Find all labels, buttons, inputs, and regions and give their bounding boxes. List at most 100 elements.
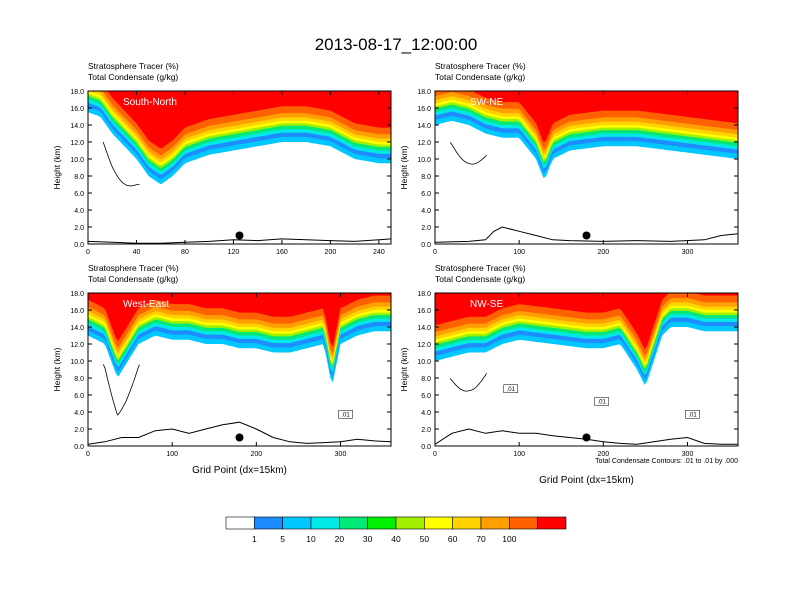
y-tick-label: 10.0	[417, 157, 431, 164]
tracer-fill	[435, 91, 738, 243]
x-tick-label: 0	[433, 451, 437, 458]
condensate-contour	[102, 141, 140, 187]
station-marker	[582, 433, 591, 442]
y-tick-label: 0.0	[74, 242, 84, 249]
station-marker	[582, 231, 591, 240]
colorbar-swatch	[254, 516, 283, 530]
x-tick-label: 300	[682, 451, 694, 458]
colorbar-label: 100	[502, 534, 516, 544]
y-tick-label: 4.0	[421, 410, 431, 417]
colorbar-label: 5	[280, 534, 285, 544]
colorbar: 1 5 10 20 30 40 50 60 70 100	[225, 516, 567, 544]
y-tick-label: 0.0	[421, 242, 431, 249]
y-tick-label: 12.0	[70, 342, 84, 349]
y-tick-label: 4.0	[74, 410, 84, 417]
contour-label: .01	[341, 412, 350, 418]
y-tick-label: 10.0	[70, 157, 84, 164]
plot-frame	[87, 90, 392, 245]
y-tick-label: 14.0	[417, 123, 431, 130]
x-tick-label: 80	[181, 249, 189, 256]
contour-label-box	[503, 384, 518, 393]
terrain-line	[88, 238, 391, 244]
terrain-line	[88, 421, 391, 445]
condensate-contour	[449, 373, 487, 392]
y-tick-label: 0.0	[421, 444, 431, 451]
y-tick-label: 2.0	[74, 225, 84, 232]
colorbar-label: 1	[252, 534, 257, 544]
panel-south-north: South-North Stratosphere Tracer (%)Total …	[52, 61, 392, 256]
station-marker	[235, 433, 244, 442]
y-tick-label: 10.0	[70, 359, 84, 366]
x-tick-label: 100	[166, 451, 178, 458]
y-tick-label: 18.0	[417, 89, 431, 96]
x-tick-label: 240	[373, 249, 385, 256]
tracer-band-level-9	[88, 91, 391, 149]
x-axis-label: Grid Point (dx=15km)	[539, 475, 634, 486]
y-tick-label: 8.0	[421, 174, 431, 181]
panel-sw-ne: SW-NE Stratosphere Tracer (%)Total Conden…	[399, 61, 739, 256]
y-tick-label: 2.0	[421, 427, 431, 434]
colorbar-swatch	[282, 516, 312, 530]
y-tick-label: 8.0	[74, 174, 84, 181]
y-tick-label: 12.0	[417, 342, 431, 349]
colorbar-swatch	[537, 516, 567, 530]
y-tick-label: 6.0	[74, 191, 84, 198]
colorbar-label: 10	[306, 534, 316, 544]
y-tick-label: 2.0	[74, 427, 84, 434]
y-tick-label: 12.0	[70, 140, 84, 147]
tracer-band-level-9	[435, 91, 738, 143]
panel-label: NW-SE	[470, 299, 503, 310]
tracer-band-level-9	[435, 293, 738, 350]
tracer-fill	[88, 293, 391, 445]
colorbar-swatch	[509, 516, 538, 530]
plot-frame	[87, 292, 392, 447]
y-axis-label: Height (km)	[399, 145, 409, 189]
colorbar-label: 30	[363, 534, 373, 544]
panel-title-line: Stratosphere Tracer (%)	[435, 61, 526, 71]
colorbar-label: 20	[335, 534, 345, 544]
contour-label: .01	[597, 400, 606, 406]
y-tick-label: 4.0	[421, 208, 431, 215]
contour-label-box	[685, 410, 700, 419]
panel-title-line: Total Condensate (g/kg)	[435, 72, 525, 82]
colorbar-label: 70	[476, 534, 486, 544]
panel-label: West-East	[123, 299, 169, 310]
panel-label: South-North	[123, 97, 177, 108]
y-tick-label: 18.0	[417, 291, 431, 298]
tracer-fill	[435, 293, 738, 445]
y-tick-label: 6.0	[74, 393, 84, 400]
y-tick-label: 16.0	[70, 106, 84, 113]
x-tick-label: 160	[276, 249, 288, 256]
x-tick-label: 300	[335, 451, 347, 458]
tracer-fill	[88, 91, 391, 244]
tracer-band-level-9	[88, 293, 391, 347]
y-tick-label: 14.0	[70, 123, 84, 130]
x-tick-label: 120	[228, 249, 240, 256]
y-tick-label: 14.0	[417, 325, 431, 332]
y-tick-label: 16.0	[417, 308, 431, 315]
panel-label: SW-NE	[470, 97, 503, 108]
panel-title-line: Total Condensate (g/kg)	[88, 72, 178, 82]
contour-label: .01	[688, 412, 697, 418]
panel-title-line: Stratosphere Tracer (%)	[88, 263, 179, 273]
x-tick-label: 200	[325, 249, 337, 256]
terrain-line	[435, 226, 738, 243]
x-tick-label: 40	[133, 249, 141, 256]
y-tick-label: 16.0	[417, 106, 431, 113]
x-tick-label: 100	[513, 451, 525, 458]
contour-footnote: Total Condensate Contours: .01 to .01 by…	[595, 458, 738, 465]
y-tick-label: 18.0	[70, 291, 84, 298]
panel-title-line: Total Condensate (g/kg)	[88, 274, 178, 284]
plot-frame	[434, 90, 739, 245]
y-axis-label: Height (km)	[52, 145, 62, 189]
y-tick-label: 6.0	[421, 393, 431, 400]
y-tick-label: 8.0	[74, 376, 84, 383]
y-tick-label: 12.0	[417, 140, 431, 147]
station-marker	[235, 231, 244, 240]
panel-title-line: Total Condensate (g/kg)	[435, 274, 525, 284]
colorbar-label: 60	[448, 534, 458, 544]
panel-title-line: Stratosphere Tracer (%)	[435, 263, 526, 273]
